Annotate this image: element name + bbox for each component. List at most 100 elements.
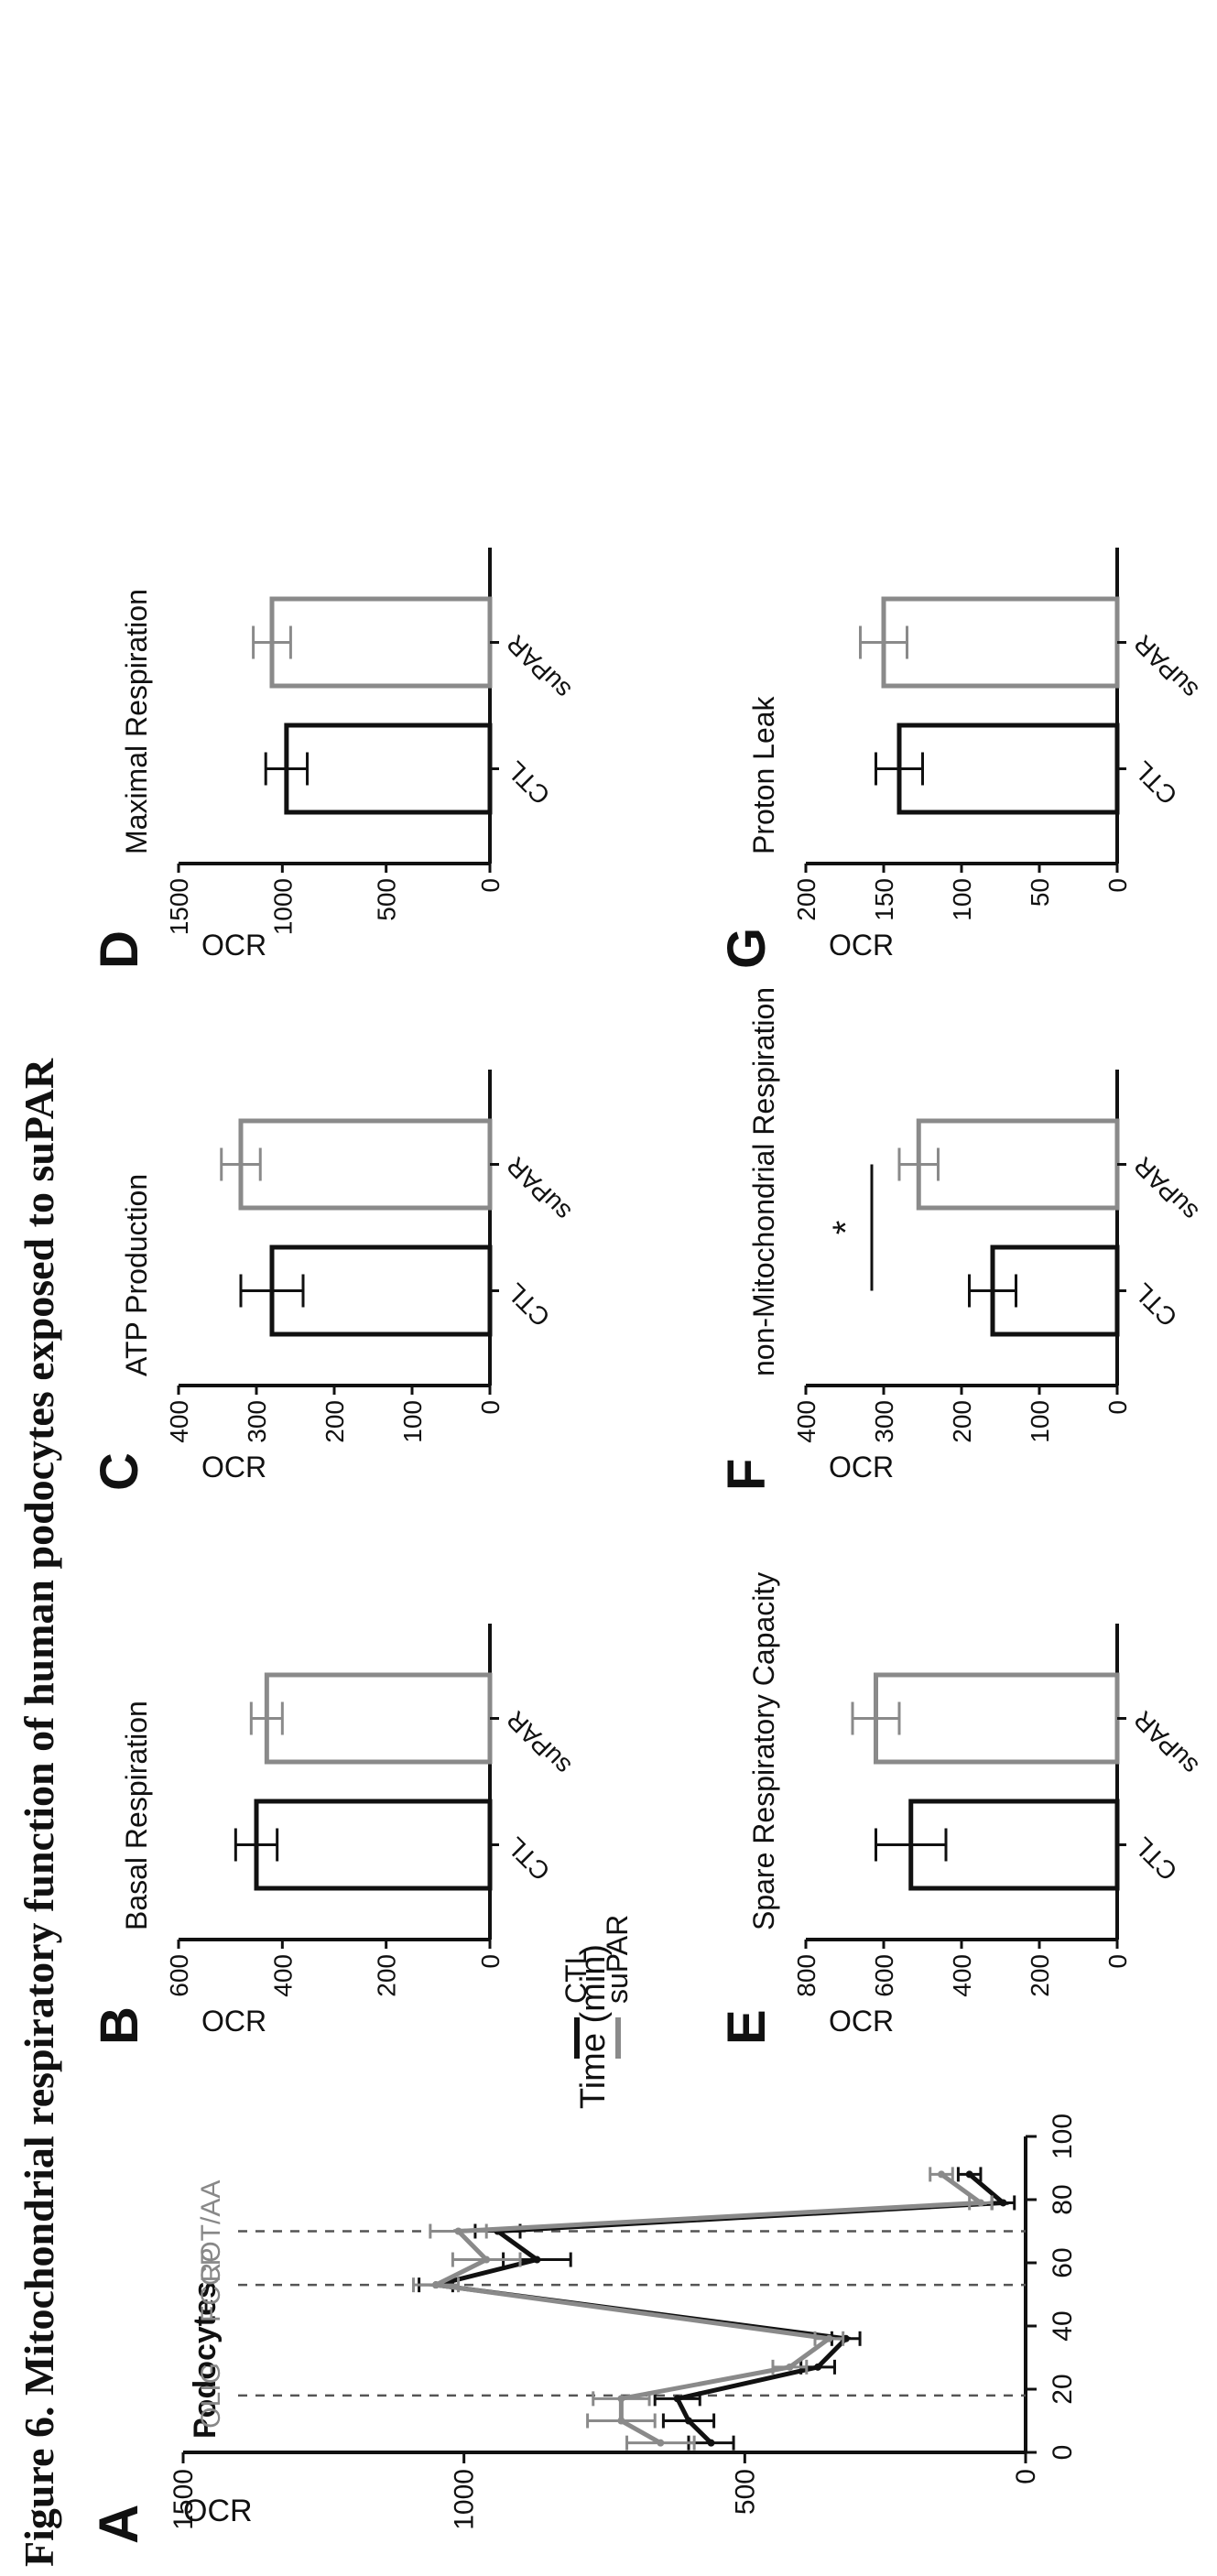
y-tick-label: 0 [1103, 1400, 1132, 1415]
x-tick-label: 0 [1048, 2445, 1078, 2461]
x-tick-label: suPAR [1128, 629, 1203, 704]
chart-title: non-Mitochondrial Respiration [747, 987, 780, 1376]
y-axis-label: OCR [201, 929, 266, 962]
panel-g: G Proton Leak OCR 0 50 100 150 200 CTL suPAR [717, 548, 1203, 969]
y-axis-label: OCR [829, 1451, 894, 1484]
y-axis-label: OCR [829, 929, 894, 962]
x-tick-label: 40 [1048, 2310, 1078, 2341]
x-tick-label: CTL [501, 755, 555, 810]
y-tick-label: 300 [243, 1400, 271, 1443]
x-tick-label: CTL [1128, 1831, 1182, 1886]
x-tick-label: 60 [1048, 2247, 1078, 2277]
data-point [786, 2363, 794, 2371]
data-point [976, 2199, 984, 2207]
series-line-ctl [435, 2172, 1009, 2445]
data-point [454, 2227, 462, 2235]
data-point [814, 2363, 822, 2371]
y-axis-label: OCR [201, 2005, 266, 2038]
y-tick-label: 300 [870, 1400, 898, 1443]
chart-title: Basal Respiration [120, 1701, 153, 1930]
x-tick-label: CTL [1128, 1277, 1182, 1331]
x-tick-label: suPAR [501, 1151, 576, 1226]
x-tick-label: 80 [1048, 2184, 1078, 2214]
y-tick-label: 400 [792, 1400, 820, 1443]
y-tick-label: 0 [476, 1400, 505, 1415]
y-tick-label: 0 [1103, 1954, 1132, 1969]
bar-ctl [254, 1799, 493, 1891]
x-tick-label: suPAR [1128, 1151, 1203, 1226]
data-point [483, 2255, 491, 2264]
y-tick-label: 600 [165, 1954, 193, 1997]
y-tick-label: 500 [730, 2469, 760, 2515]
panel-letter-f: F [717, 1459, 777, 1491]
panel-d: D Maximal Respiration OCR 0 500 1000 1500 CTL su… [90, 548, 576, 969]
y-tick-label: 500 [373, 878, 401, 921]
y-tick-label: 1500 [168, 2469, 199, 2530]
y-tick-label: 150 [870, 878, 898, 921]
panel-letter-b: B [90, 2006, 149, 2045]
chart-title: Proton Leak [747, 695, 780, 854]
x-tick-label: 20 [1048, 2374, 1078, 2404]
y-tick-label: 600 [870, 1954, 898, 1997]
data-point [707, 2439, 715, 2447]
bar-supar [264, 1672, 493, 1765]
y-tick-label: 100 [398, 1400, 427, 1443]
y-axis-label: OCR [201, 1451, 266, 1484]
panel-b: B Basal Respiration OCR 0 200 400 600 CTL suPAR [90, 1624, 576, 2045]
data-point [657, 2439, 665, 2447]
y-tick-label: 200 [373, 1954, 401, 1997]
chart-title: Spare Respiratory Capacity [747, 1572, 780, 1930]
y-tick-label: 400 [268, 1954, 297, 1997]
y-tick-label: 200 [321, 1400, 349, 1443]
y-tick-label: 0 [476, 1954, 505, 1969]
panel-letter-c: C [90, 1452, 149, 1491]
y-tick-label: 1000 [450, 2469, 480, 2530]
y-axis-label: OCR [829, 2005, 894, 2038]
x-tick-label: suPAR [501, 1705, 576, 1780]
data-point [533, 2255, 541, 2264]
legend-label: suPAR [601, 1915, 634, 2004]
panel-e: E Spare Respiratory Capacity OCR 0 200 400 600… [717, 1572, 1203, 2045]
x-tick-label: CTL [501, 1831, 555, 1886]
series-line-supar [428, 2172, 988, 2445]
bar-ctl [896, 723, 1120, 815]
bar-supar [269, 596, 493, 689]
data-point [999, 2199, 1007, 2207]
bar-supar [916, 1118, 1120, 1211]
panel-letter-a: A [88, 2505, 149, 2544]
data-point [673, 2395, 681, 2403]
bar-ctl [284, 723, 493, 815]
injection-label: ROT/AA [196, 2180, 226, 2283]
data-point [825, 2334, 833, 2342]
y-tick-label: 200 [948, 1400, 976, 1443]
data-point [965, 2170, 973, 2179]
x-tick-label: suPAR [501, 629, 576, 704]
bar-supar [238, 1118, 493, 1211]
y-tick-label: 0 [1103, 878, 1132, 893]
data-point [432, 2281, 440, 2289]
data-point [617, 2395, 625, 2403]
y-tick-label: 1500 [165, 878, 193, 935]
y-tick-label: 200 [792, 878, 820, 921]
y-tick-label: 0 [1011, 2469, 1041, 2484]
data-point [685, 2417, 692, 2425]
y-tick-label: 200 [1026, 1954, 1054, 1997]
panel-letter-d: D [90, 930, 149, 969]
y-tick-label: 800 [792, 1954, 820, 1997]
data-point [938, 2170, 945, 2179]
injection-label: FCCP [196, 2247, 226, 2322]
y-tick-label: 0 [476, 878, 505, 893]
chart-title: Podocytes [188, 2281, 223, 2439]
x-tick-label: CTL [1128, 755, 1182, 810]
y-axis-label: OCR [183, 2494, 253, 2528]
y-tick-label: 400 [165, 1400, 193, 1443]
y-tick-label: 100 [1026, 1400, 1054, 1443]
y-tick-label: 1000 [268, 878, 297, 935]
y-tick-label: 100 [948, 878, 976, 921]
legend-label: CTL [560, 1949, 592, 2004]
figure-title: Figure 6. Mitochondrial respiratory func… [16, 1058, 62, 2567]
significance-marker: * [826, 1221, 866, 1235]
x-tick-label: suPAR [1128, 1705, 1203, 1780]
x-tick-label: 100 [1048, 2114, 1078, 2159]
